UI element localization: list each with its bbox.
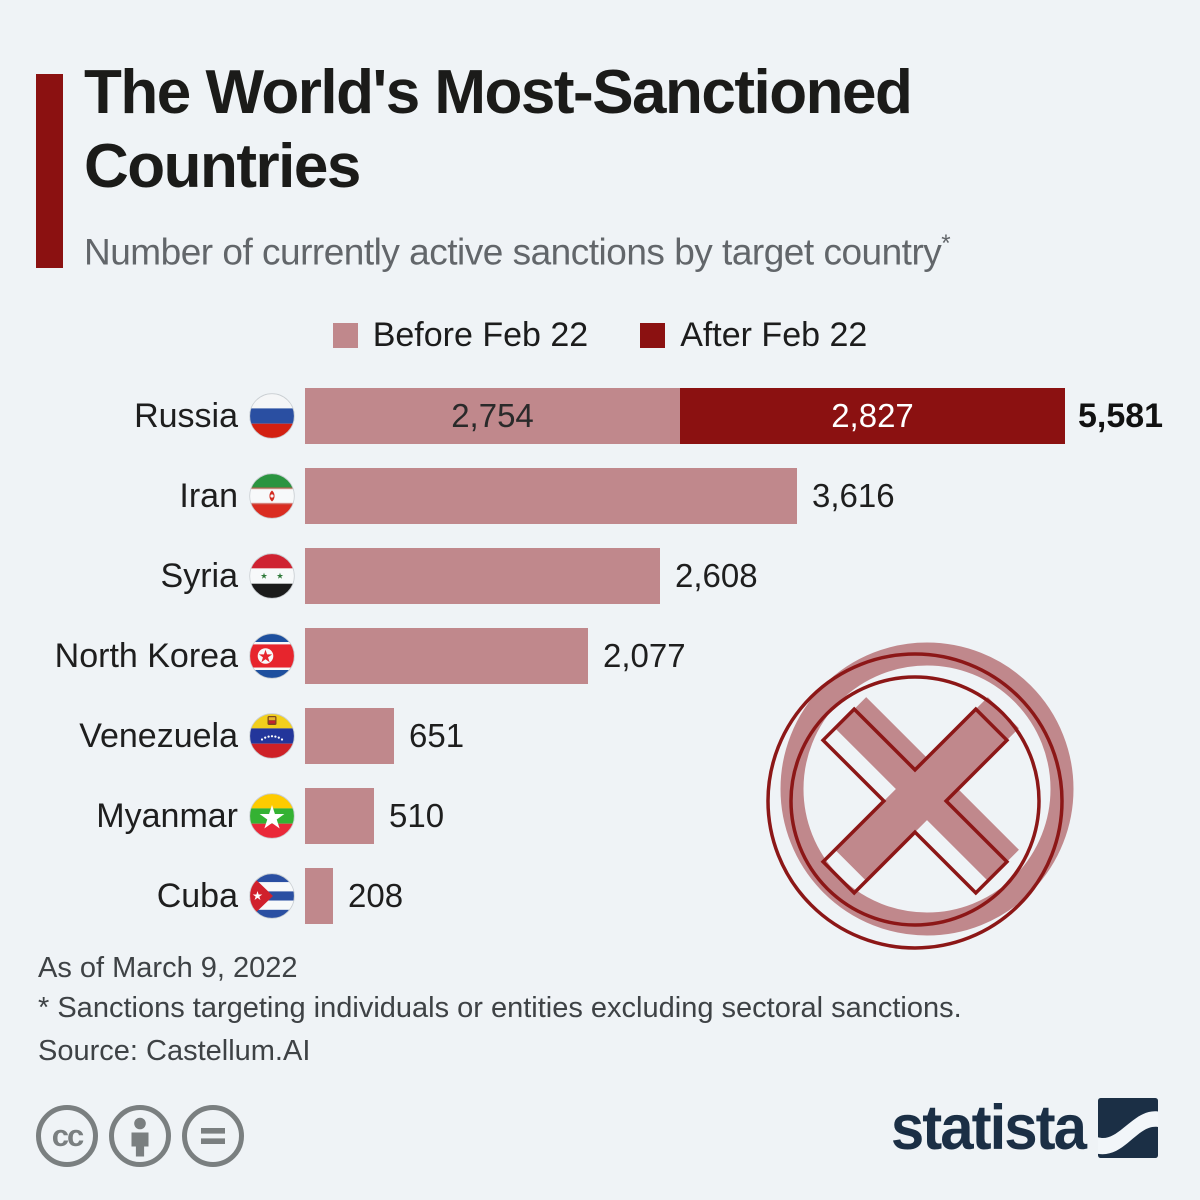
source: Source: Castellum.AI [38, 1035, 311, 1067]
bar-wrap: 2,608 [305, 548, 758, 604]
flag-north-korea-icon [249, 633, 295, 679]
cc-by-icon[interactable] [107, 1103, 173, 1169]
legend-swatch-before [332, 323, 358, 348]
chart-row-myanmar: Myanmar 510 [0, 776, 1200, 856]
chart-row-north-korea: North Korea 2,07 [0, 616, 1200, 696]
row-label-cell: Venezuela [0, 713, 295, 759]
country-label: Myanmar [96, 796, 238, 835]
flag-russia-icon [249, 393, 295, 439]
crossed-out-circle-icon [766, 642, 1074, 950]
chart-row-russia: Russia 2,754 2,827 5, [0, 376, 1200, 456]
chart-row-iran: Iran 3,616 [0, 456, 1200, 536]
bar-wrap: 651 [305, 708, 464, 764]
footnote: * Sanctions targeting individuals or ent… [38, 992, 962, 1024]
bar-syria [305, 548, 660, 604]
chart-row-syria: Syria 2,608 [0, 536, 1200, 616]
bar-value: 2,608 [675, 557, 758, 594]
bar-wrap: 3,616 [305, 468, 895, 524]
cc-license-badges[interactable]: cc [34, 1103, 246, 1169]
flag-iran-icon [249, 473, 295, 519]
bar-value: 208 [348, 877, 404, 914]
bar-wrap: 208 [305, 868, 403, 924]
cc-nd-icon[interactable] [180, 1103, 246, 1169]
legend-swatch-after [640, 323, 666, 348]
bar-value-before: 2,754 [451, 397, 534, 434]
title-line-2: Countries [84, 132, 361, 202]
bar-iran [305, 468, 797, 524]
page-title: The World's Most-Sanctioned Countries [84, 56, 1164, 205]
as-of-date: As of March 9, 2022 [38, 952, 298, 984]
row-label-cell: Iran [0, 473, 295, 519]
legend: Before Feb 22 After Feb 22 [0, 316, 1200, 355]
title-line-1: The World's Most-Sanctioned [84, 58, 913, 127]
bar-north-korea [305, 628, 588, 684]
bar-value: 651 [409, 717, 465, 754]
bar-wrap: 510 [305, 788, 444, 844]
flag-myanmar-icon [249, 793, 295, 839]
country-label: Russia [134, 396, 238, 435]
country-label: North Korea [54, 636, 238, 675]
row-label-cell: North Korea [0, 633, 295, 679]
bar-wrap: 2,077 [305, 628, 686, 684]
country-label: Iran [179, 476, 238, 515]
country-label: Venezuela [79, 716, 238, 755]
bar-total-value: 5,581 [1078, 396, 1164, 435]
legend-item-before: Before Feb 22 [332, 316, 589, 355]
bar-cuba [305, 868, 333, 924]
footnote-mark: * [941, 230, 951, 257]
row-label-cell: Syria [0, 553, 295, 599]
statista-mark-icon [1098, 1098, 1158, 1158]
flag-venezuela-icon [249, 713, 295, 759]
legend-label-before: Before Feb 22 [372, 316, 589, 354]
country-label: Syria [160, 556, 238, 595]
bar-value: 510 [389, 797, 445, 834]
bar-venezuela [305, 708, 394, 764]
title-accent-bar [36, 74, 63, 268]
bar-chart: Russia 2,754 2,827 5, [0, 376, 1200, 936]
bar-value-after: 2,827 [831, 397, 914, 434]
legend-item-after: After Feb 22 [640, 316, 867, 355]
bar-myanmar [305, 788, 374, 844]
row-label-cell: Myanmar [0, 793, 295, 839]
row-label-cell: Russia [0, 393, 295, 439]
legend-label-after: After Feb 22 [680, 316, 868, 354]
bar-russia-after: 2,827 [680, 388, 1065, 444]
svg-text:cc: cc [52, 1118, 84, 1153]
bar-value: 3,616 [812, 477, 895, 514]
cc-icon[interactable]: cc [34, 1103, 100, 1169]
chart-row-venezuela: Venezuela [0, 696, 1200, 776]
chart-row-cuba: Cuba 208 [0, 856, 1200, 936]
flag-syria-icon [249, 553, 295, 599]
page-subtitle: Number of currently active sanctions by … [84, 230, 951, 273]
statista-wordmark: statista [890, 1092, 1087, 1163]
flag-cuba-icon [249, 873, 295, 919]
footer: As of March 9, 2022 * Sanctions targetin… [38, 948, 962, 1071]
country-label: Cuba [156, 876, 238, 915]
statista-logo[interactable]: statista [890, 1092, 1158, 1163]
bar-value: 2,077 [603, 637, 686, 674]
bar-wrap: 2,754 2,827 5,581 [305, 388, 1163, 444]
row-label-cell: Cuba [0, 873, 295, 919]
bar-russia-before: 2,754 [305, 388, 680, 444]
